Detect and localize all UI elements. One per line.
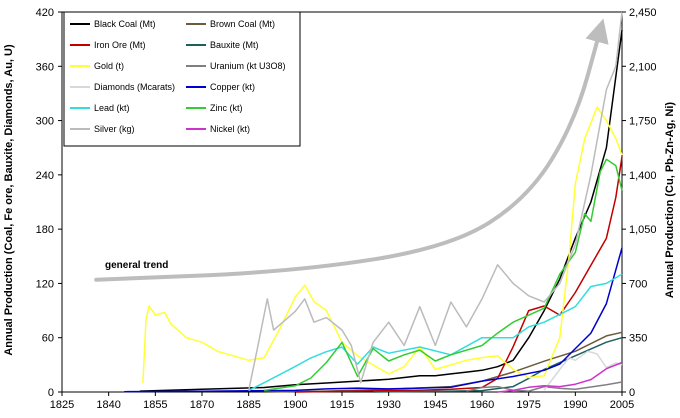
x-tick-label: 1870	[190, 399, 214, 411]
general-trend-annotation	[94, 18, 609, 282]
legend-label-iron-ore: Iron Ore (Mt)	[94, 40, 146, 50]
y-tick-label-left: 0	[48, 387, 54, 399]
legend-box	[63, 11, 301, 147]
x-tick-label: 1945	[423, 399, 447, 411]
legend-label-copper: Copper (kt)	[210, 82, 255, 92]
x-tick-label: 2005	[610, 399, 634, 411]
x-tick-label: 1960	[470, 399, 494, 411]
legend: Black Coal (Mt) Brown Coal (Mt) Iron Ore (…	[63, 11, 301, 147]
legend-label-diamonds: Diamonds (Mcarats)	[94, 82, 175, 92]
series-line-brown-coal	[264, 331, 623, 393]
series-line-bauxite	[373, 336, 623, 393]
x-tick-label: 1825	[50, 399, 74, 411]
series-line-iron-ore	[295, 156, 623, 393]
series-line-nickel	[497, 361, 623, 393]
series-line-gold	[142, 106, 623, 384]
y-axis-right-label: Annual Production (Cu, Pb-Zn-Ag, Ni)	[664, 102, 676, 298]
axis-ticks: 1825 1840 1855 1870 1885 1900 1915 1930 1945 1960…	[36, 7, 657, 411]
y-tick-label-left: 60	[42, 333, 54, 345]
legend-label-uranium: Uranium (kt U3O8)	[210, 61, 286, 71]
x-tick-label: 1885	[236, 399, 260, 411]
y-tick-label-left: 300	[36, 116, 54, 128]
series-line-zinc	[264, 158, 623, 392]
x-tick-label: 1855	[143, 399, 167, 411]
series-line-silver	[247, 11, 623, 391]
y-tick-label-right: 1,750	[629, 116, 657, 128]
y-tick-label-left: 240	[36, 170, 54, 182]
y-tick-label-left: 180	[36, 224, 54, 236]
series-line-copper	[124, 247, 623, 393]
y-tick-label-right: 1,400	[629, 170, 657, 182]
x-tick-label: 1915	[330, 399, 354, 411]
legend-label-brown-coal: Brown Coal (Mt)	[210, 19, 275, 29]
y-tick-label-right: 350	[629, 333, 647, 345]
y-tick-label-left: 360	[36, 61, 54, 73]
trend-arrow	[94, 18, 609, 282]
y-tick-label-right: 2,100	[629, 61, 657, 73]
legend-label-zinc: Zinc (kt)	[210, 103, 243, 113]
x-tick-label: 1975	[516, 399, 540, 411]
legend-label-gold: Gold (t)	[94, 61, 124, 71]
series-line-diamonds	[543, 350, 623, 391]
y-tick-label-right: 700	[629, 278, 647, 290]
legend-label-black-coal: Black Coal (Mt)	[94, 19, 156, 29]
y-tick-label-right: 1,050	[629, 224, 657, 236]
legend-label-nickel: Nickel (kt)	[210, 124, 250, 134]
x-tick-label: 1900	[283, 399, 307, 411]
y-tick-label-left: 420	[36, 7, 54, 19]
x-tick-label: 1990	[563, 399, 587, 411]
y-axis-left-label: Annual Production (Coal, Fe ore, Bauxite…	[3, 44, 15, 356]
legend-label-bauxite: Bauxite (Mt)	[210, 40, 259, 50]
series-line-lead	[248, 273, 623, 392]
x-tick-label: 1840	[96, 399, 120, 411]
y-tick-label-right: 2,450	[629, 7, 657, 19]
series-lines	[124, 11, 623, 393]
x-tick-label: 1930	[376, 399, 400, 411]
legend-label-silver: Silver (kg)	[94, 124, 135, 134]
series-line-uranium	[466, 381, 623, 392]
y-tick-label-left: 120	[36, 278, 54, 290]
y-tick-label-right: 0	[629, 387, 635, 399]
general-trend-label: general trend	[105, 260, 168, 271]
legend-label-lead: Lead (kt)	[94, 103, 130, 113]
